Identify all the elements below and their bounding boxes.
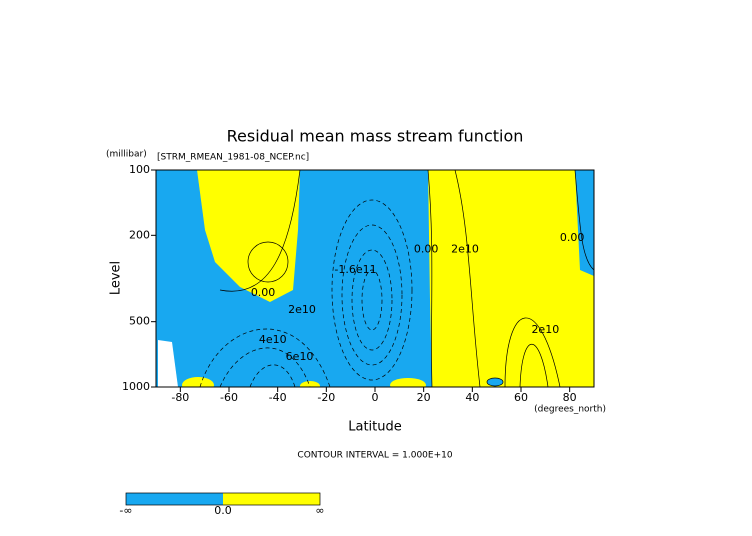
x-tick-label: 80 [563,391,577,404]
colorbar-label: -∞ [119,504,132,517]
contour-label: 2e10 [288,303,316,316]
x-tick-label: -40 [269,391,287,404]
contour-label: 0.00 [251,286,276,299]
contour-label: 4e10 [259,333,287,346]
x-tick-label: -80 [171,391,189,404]
contour-label: 0.00 [560,231,585,244]
x-units: (degrees_north) [534,405,606,415]
colorbar-positive [223,493,320,505]
colorbar-negative [126,493,223,505]
contour-label: 0.00 [414,243,439,256]
x-tick-label: 60 [514,391,528,404]
colorbar-frame [125,492,321,506]
contour-label: -1.6e11 [334,263,376,276]
y-axis-label: Level [109,261,124,295]
x-axis-label: Latitude [348,420,402,435]
contour-lines [158,170,594,387]
x-tick-label: -20 [317,391,335,404]
contour-interval: CONTOUR INTERVAL = 1.000E+10 [297,451,452,461]
y-tick-label: 200 [129,228,150,241]
positive-regions [182,170,594,387]
y-tick-label: 100 [129,163,150,176]
chart-title: Residual mean mass stream function [227,127,524,146]
y-tick-label: 1000 [122,380,150,393]
colorbar-label: ∞ [315,504,324,517]
x-tick-label: 20 [417,391,431,404]
contour-label: 2e10 [531,323,559,336]
contour-label: 6e10 [286,350,314,363]
x-tick-label: 0 [372,391,379,404]
colorbar-label: 0.0 [214,504,232,517]
y-tick-label: 500 [129,315,150,328]
y-units: (millibar) [106,150,147,160]
x-tick-label: 40 [465,391,479,404]
x-tick-label: -60 [220,391,238,404]
subtitle: [STRM_RMEAN_1981-08_NCEP.nc] [157,153,309,163]
contour-label: 2e10 [451,243,479,256]
